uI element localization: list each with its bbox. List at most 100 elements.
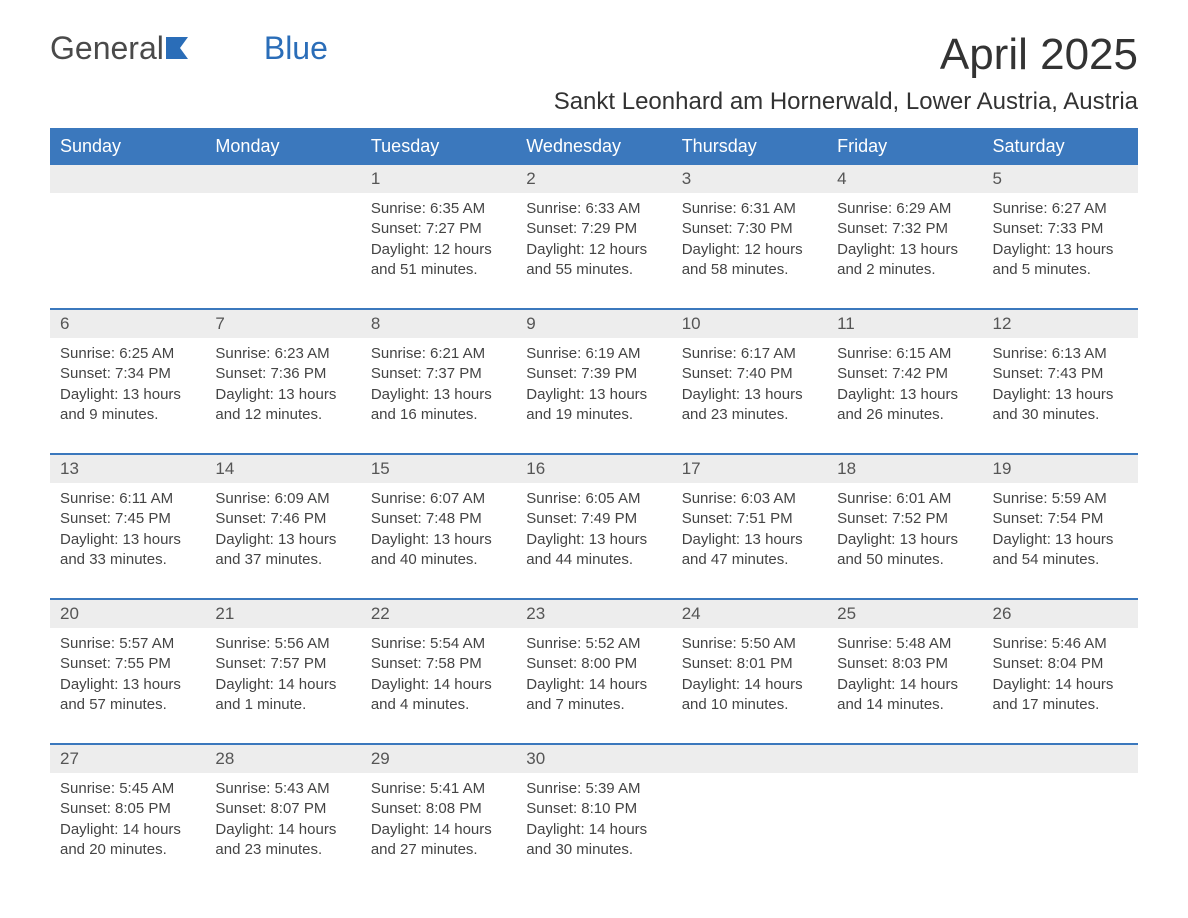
- sunrise-text: Sunrise: 5:41 AM: [371, 779, 506, 799]
- day-number: 29: [361, 745, 516, 773]
- daylight-text: Daylight: 13 hours and 44 minutes.: [526, 530, 661, 571]
- calendar-day-cell: 26Sunrise: 5:46 AMSunset: 8:04 PMDayligh…: [983, 599, 1138, 744]
- calendar-day-cell: 9Sunrise: 6:19 AMSunset: 7:39 PMDaylight…: [516, 309, 671, 454]
- day-content: Sunrise: 6:25 AMSunset: 7:34 PMDaylight:…: [50, 338, 205, 453]
- sunset-text: Sunset: 7:39 PM: [526, 364, 661, 384]
- calendar-day-cell: 8Sunrise: 6:21 AMSunset: 7:37 PMDaylight…: [361, 309, 516, 454]
- day-content: Sunrise: 6:17 AMSunset: 7:40 PMDaylight:…: [672, 338, 827, 453]
- day-content: Sunrise: 5:50 AMSunset: 8:01 PMDaylight:…: [672, 628, 827, 743]
- sunrise-text: Sunrise: 6:23 AM: [215, 344, 350, 364]
- day-content: Sunrise: 5:57 AMSunset: 7:55 PMDaylight:…: [50, 628, 205, 743]
- sunrise-text: Sunrise: 6:13 AM: [993, 344, 1128, 364]
- calendar-day-cell: 24Sunrise: 5:50 AMSunset: 8:01 PMDayligh…: [672, 599, 827, 744]
- day-number: 27: [50, 745, 205, 773]
- day-number: 19: [983, 455, 1138, 483]
- day-content: [672, 773, 827, 873]
- calendar-day-cell: 10Sunrise: 6:17 AMSunset: 7:40 PMDayligh…: [672, 309, 827, 454]
- calendar-day-cell: 23Sunrise: 5:52 AMSunset: 8:00 PMDayligh…: [516, 599, 671, 744]
- sunrise-text: Sunrise: 5:50 AM: [682, 634, 817, 654]
- day-number: 8: [361, 310, 516, 338]
- day-number: 15: [361, 455, 516, 483]
- daylight-text: Daylight: 14 hours and 1 minute.: [215, 675, 350, 716]
- calendar-day-cell: 25Sunrise: 5:48 AMSunset: 8:03 PMDayligh…: [827, 599, 982, 744]
- sunset-text: Sunset: 7:45 PM: [60, 509, 195, 529]
- sunset-text: Sunset: 8:08 PM: [371, 799, 506, 819]
- daylight-text: Daylight: 12 hours and 58 minutes.: [682, 240, 817, 281]
- weekday-header: Wednesday: [516, 128, 671, 165]
- sunset-text: Sunset: 7:40 PM: [682, 364, 817, 384]
- sunset-text: Sunset: 7:33 PM: [993, 219, 1128, 239]
- daylight-text: Daylight: 13 hours and 2 minutes.: [837, 240, 972, 281]
- sunset-text: Sunset: 7:42 PM: [837, 364, 972, 384]
- sunset-text: Sunset: 8:03 PM: [837, 654, 972, 674]
- day-number: 22: [361, 600, 516, 628]
- calendar-day-cell: 13Sunrise: 6:11 AMSunset: 7:45 PMDayligh…: [50, 454, 205, 599]
- day-content: Sunrise: 6:13 AMSunset: 7:43 PMDaylight:…: [983, 338, 1138, 453]
- sunset-text: Sunset: 7:30 PM: [682, 219, 817, 239]
- day-number: 10: [672, 310, 827, 338]
- day-number: 18: [827, 455, 982, 483]
- sunset-text: Sunset: 7:34 PM: [60, 364, 195, 384]
- calendar-day-cell: 2Sunrise: 6:33 AMSunset: 7:29 PMDaylight…: [516, 165, 671, 309]
- sunset-text: Sunset: 7:49 PM: [526, 509, 661, 529]
- sunrise-text: Sunrise: 6:31 AM: [682, 199, 817, 219]
- daylight-text: Daylight: 14 hours and 23 minutes.: [215, 820, 350, 861]
- daylight-text: Daylight: 14 hours and 17 minutes.: [993, 675, 1128, 716]
- daylight-text: Daylight: 13 hours and 9 minutes.: [60, 385, 195, 426]
- day-number: 13: [50, 455, 205, 483]
- sunset-text: Sunset: 7:27 PM: [371, 219, 506, 239]
- calendar-day-cell: 27Sunrise: 5:45 AMSunset: 8:05 PMDayligh…: [50, 744, 205, 888]
- sunset-text: Sunset: 8:04 PM: [993, 654, 1128, 674]
- header: General Blue April 2025: [50, 30, 1138, 80]
- weekday-header: Thursday: [672, 128, 827, 165]
- sunset-text: Sunset: 7:57 PM: [215, 654, 350, 674]
- sunrise-text: Sunrise: 6:35 AM: [371, 199, 506, 219]
- calendar-day-cell: 12Sunrise: 6:13 AMSunset: 7:43 PMDayligh…: [983, 309, 1138, 454]
- sunset-text: Sunset: 8:07 PM: [215, 799, 350, 819]
- weekday-header: Sunday: [50, 128, 205, 165]
- day-number: 30: [516, 745, 671, 773]
- day-number: 11: [827, 310, 982, 338]
- day-content: [50, 193, 205, 293]
- day-content: Sunrise: 5:56 AMSunset: 7:57 PMDaylight:…: [205, 628, 360, 743]
- day-number: 5: [983, 165, 1138, 193]
- day-number: 1: [361, 165, 516, 193]
- daylight-text: Daylight: 13 hours and 54 minutes.: [993, 530, 1128, 571]
- daylight-text: Daylight: 13 hours and 23 minutes.: [682, 385, 817, 426]
- sunset-text: Sunset: 7:51 PM: [682, 509, 817, 529]
- weekday-header: Friday: [827, 128, 982, 165]
- day-number: 6: [50, 310, 205, 338]
- day-content: Sunrise: 6:07 AMSunset: 7:48 PMDaylight:…: [361, 483, 516, 598]
- sunset-text: Sunset: 7:54 PM: [993, 509, 1128, 529]
- weekday-header: Saturday: [983, 128, 1138, 165]
- sunrise-text: Sunrise: 5:52 AM: [526, 634, 661, 654]
- calendar-day-cell: 29 Sunrise: 5:41 AMSunset: 8:08 PMDayligh…: [361, 744, 516, 888]
- calendar-week-row: 1Sunrise: 6:35 AMSunset: 7:27 PMDaylight…: [50, 165, 1138, 309]
- daylight-text: Daylight: 14 hours and 10 minutes.: [682, 675, 817, 716]
- calendar-day-cell: [205, 165, 360, 309]
- calendar-day-cell: 20Sunrise: 5:57 AMSunset: 7:55 PMDayligh…: [50, 599, 205, 744]
- calendar-week-row: 20Sunrise: 5:57 AMSunset: 7:55 PMDayligh…: [50, 599, 1138, 744]
- calendar-day-cell: [672, 744, 827, 888]
- calendar-day-cell: 11Sunrise: 6:15 AMSunset: 7:42 PMDayligh…: [827, 309, 982, 454]
- sunset-text: Sunset: 8:01 PM: [682, 654, 817, 674]
- day-number: [827, 745, 982, 773]
- calendar-day-cell: 3Sunrise: 6:31 AMSunset: 7:30 PMDaylight…: [672, 165, 827, 309]
- daylight-text: Daylight: 14 hours and 27 minutes.: [371, 820, 506, 861]
- logo-flag-icon: [166, 30, 194, 67]
- daylight-text: Daylight: 14 hours and 4 minutes.: [371, 675, 506, 716]
- calendar-day-cell: [50, 165, 205, 309]
- day-content: Sunrise: 5:43 AMSunset: 8:07 PMDaylight:…: [205, 773, 360, 888]
- calendar-table: Sunday Monday Tuesday Wednesday Thursday…: [50, 128, 1138, 888]
- calendar-day-cell: 6Sunrise: 6:25 AMSunset: 7:34 PMDaylight…: [50, 309, 205, 454]
- sunset-text: Sunset: 7:48 PM: [371, 509, 506, 529]
- day-number: [50, 165, 205, 193]
- sunset-text: Sunset: 7:52 PM: [837, 509, 972, 529]
- day-content: Sunrise: 6:03 AMSunset: 7:51 PMDaylight:…: [672, 483, 827, 598]
- sunrise-text: Sunrise: 5:46 AM: [993, 634, 1128, 654]
- day-content: Sunrise: 6:15 AMSunset: 7:42 PMDaylight:…: [827, 338, 982, 453]
- sunset-text: Sunset: 7:58 PM: [371, 654, 506, 674]
- sunrise-text: Sunrise: 6:33 AM: [526, 199, 661, 219]
- sunrise-text: Sunrise: 5:39 AM: [526, 779, 661, 799]
- day-content: Sunrise: 6:35 AMSunset: 7:27 PMDaylight:…: [361, 193, 516, 308]
